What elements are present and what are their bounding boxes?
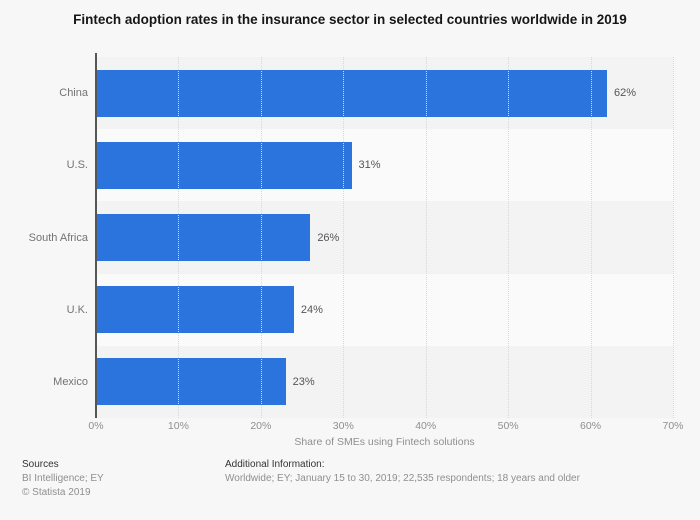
bar-row: 62% [96, 57, 673, 130]
gridline [260, 57, 262, 418]
category-label: South Africa [28, 231, 88, 244]
x-tick-label: 70% [662, 420, 684, 432]
bar-row: 23% [96, 345, 673, 419]
gridline [508, 57, 510, 418]
bar-row: 26% [96, 201, 673, 274]
additional-info-text: Worldwide; EY; January 15 to 30, 2019; 2… [225, 473, 580, 484]
category-axis: China U.S. South Africa U.K. Mexico [0, 57, 88, 418]
x-tick-label: 60% [580, 420, 602, 432]
bar [96, 214, 311, 261]
gridline [178, 57, 180, 418]
sources-line: BI Intelligence; EY [22, 473, 104, 484]
bar-rows: 62% 31% 26% 24% 23% [96, 57, 673, 419]
additional-info-heading: Additional Information: [225, 459, 325, 470]
bar-row: 31% [96, 129, 673, 202]
value-label: 31% [358, 159, 381, 172]
category-label: U.S. [66, 159, 88, 172]
x-axis-label: Share of SMEs using Fintech solutions [294, 436, 475, 448]
category-label: Mexico [53, 375, 88, 388]
x-tick-label: 40% [415, 420, 437, 432]
gridline [590, 57, 592, 418]
x-tick-label: 30% [332, 420, 354, 432]
sources-block: Sources BI Intelligence; EY © Statista 2… [22, 458, 104, 500]
gridline [673, 57, 674, 418]
x-tick-label: 10% [167, 420, 189, 432]
category-label: China [59, 87, 88, 100]
chart-title: Fintech adoption rates in the insurance … [73, 12, 627, 27]
plot-area: 62% 31% 26% 24% 23% [95, 53, 674, 419]
x-axis-ticks: 0% 10% 20% 30% 40% 50% 60% 70% [88, 420, 683, 433]
gridline [425, 57, 427, 418]
bar [96, 286, 294, 334]
x-tick-label: 50% [497, 420, 519, 432]
sources-heading: Sources [22, 459, 59, 470]
value-label: 24% [300, 303, 323, 316]
value-label: 26% [317, 231, 340, 244]
bar [96, 141, 352, 189]
bar [96, 69, 608, 117]
bar [96, 358, 286, 406]
x-tick-label: 20% [250, 420, 272, 432]
x-tick-label: 0% [88, 420, 104, 432]
y-axis-line [95, 53, 97, 418]
value-label: 62% [614, 87, 637, 100]
additional-info-block: Additional Information: Worldwide; EY; J… [225, 458, 580, 486]
statista-copyright: © Statista 2019 [22, 487, 91, 498]
category-label: U.K. [66, 303, 88, 316]
bar-row: 24% [96, 273, 673, 346]
gridline [343, 57, 345, 418]
value-label: 23% [292, 375, 315, 388]
